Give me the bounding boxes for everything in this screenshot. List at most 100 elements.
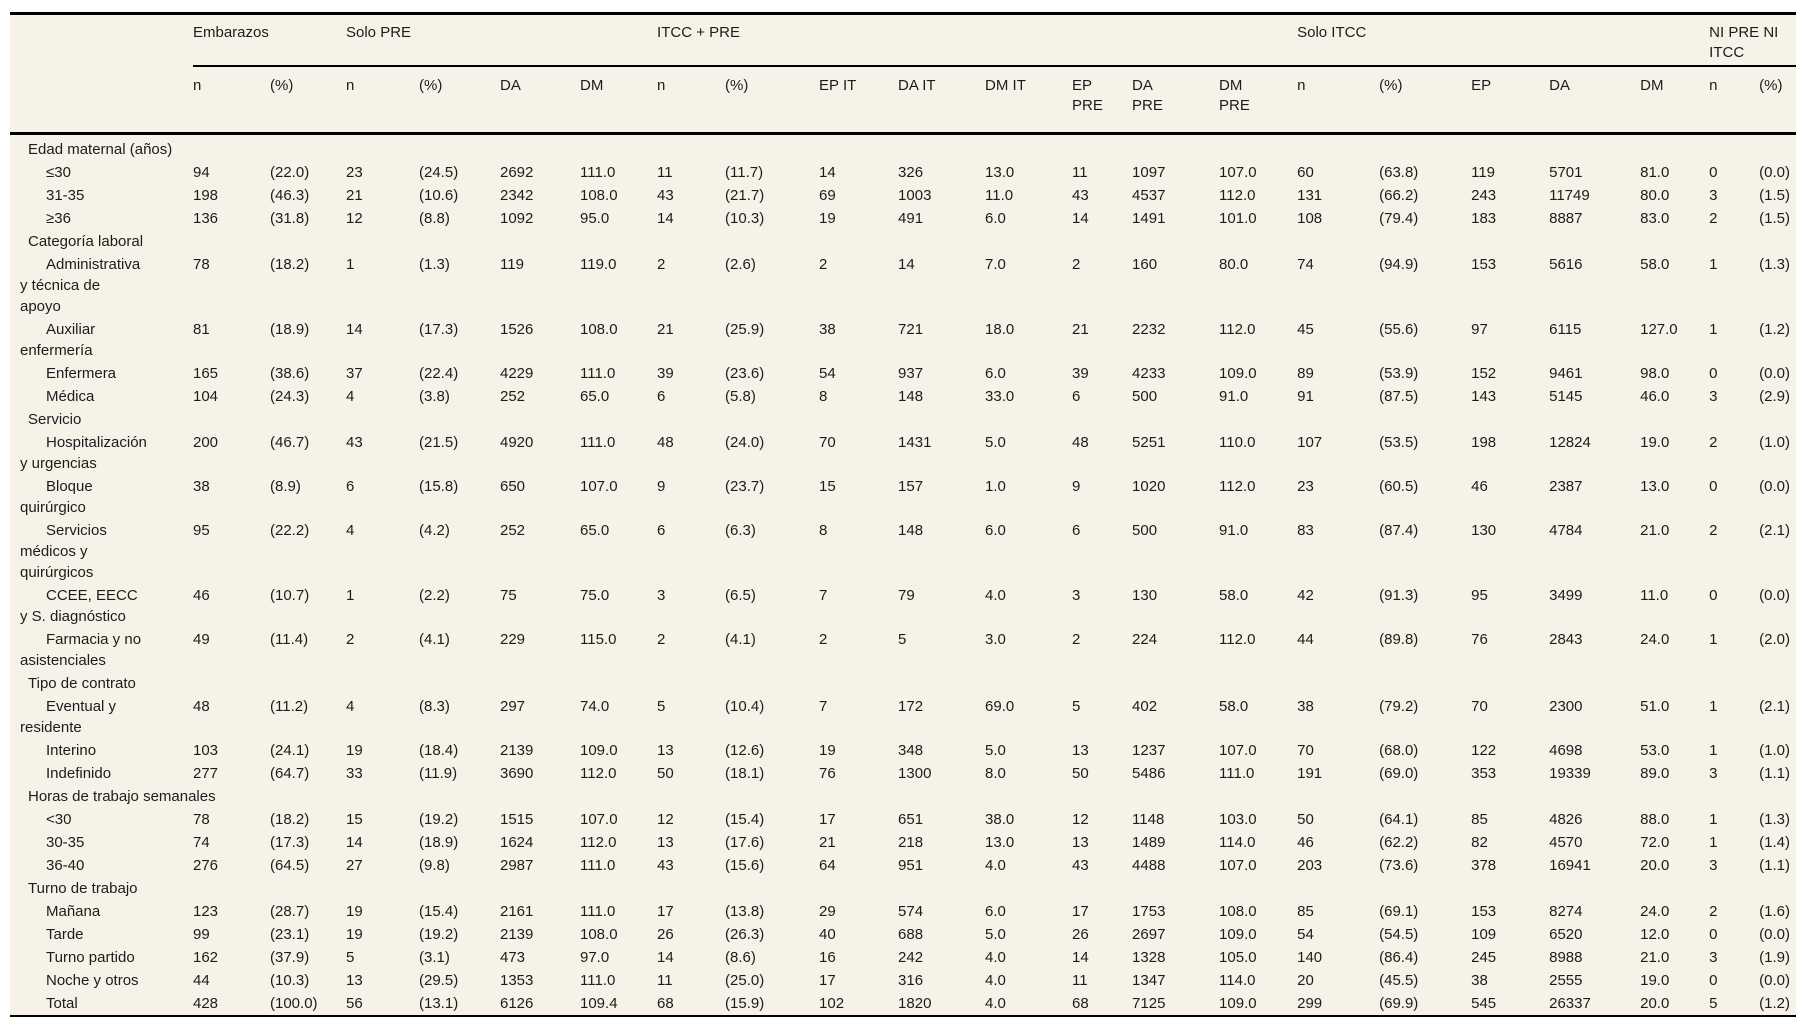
cell: 20.0: [1640, 856, 1670, 874]
group-header-row: Edad maternal (años): [10, 133, 1796, 161]
cell: 11: [657, 971, 673, 989]
cell: 3690: [500, 764, 534, 782]
cell: 162: [193, 948, 219, 966]
cell: 56: [346, 994, 363, 1012]
table-row: Interino 103 (24.1) 19 (18.4) 2139 109.0 13 (12.…: [10, 739, 1796, 762]
cell: 5.0: [985, 925, 1006, 943]
cell: 24.0: [1640, 902, 1670, 920]
cell: (31.8): [270, 209, 310, 227]
cell: 39: [1072, 364, 1089, 382]
cell: 112.0: [1219, 186, 1256, 204]
column-header: DM IT: [985, 65, 1073, 135]
cell: 19: [346, 902, 363, 920]
cell: (2.6): [725, 255, 756, 273]
cell: 70: [1471, 697, 1488, 715]
cell: (18.2): [270, 255, 310, 273]
cell: 102: [819, 994, 845, 1012]
cell: 72.0: [1640, 833, 1670, 851]
cell: 200: [193, 433, 219, 451]
cell: (1.2): [1759, 320, 1790, 338]
cell: 43: [346, 433, 363, 451]
table-row: <30 78 (18.2) 15 (19.2) 1515 107.0 12 (15.4) 17 65…: [10, 808, 1796, 831]
cell: 43: [1072, 186, 1089, 204]
cell: (63.8): [1379, 163, 1419, 181]
column-header: n: [193, 65, 270, 135]
cell: 11.0: [985, 186, 1014, 204]
cell: 1515: [500, 810, 534, 828]
cell: 2161: [500, 902, 534, 920]
cell: 1: [1709, 320, 1718, 338]
column-header: EP: [1471, 65, 1550, 135]
cell: 165: [193, 364, 219, 382]
cell: (15.4): [725, 810, 765, 828]
cell: 130: [1132, 586, 1158, 604]
cell: 277: [193, 764, 219, 782]
cell: 46: [1471, 477, 1488, 495]
cell: 14: [819, 163, 836, 181]
table-row: ≥36 136 (31.8) 12 (8.8) 1092 95.0 14 (10.3) 19 491…: [10, 207, 1796, 230]
cell: 229: [500, 630, 526, 648]
cell: 85: [1297, 902, 1314, 920]
table-row: 36-40 276 (64.5) 27 (9.8) 2987 111.0 43 (15.6) 64…: [10, 854, 1796, 877]
cell: (94.9): [1379, 255, 1419, 273]
cell: 7: [819, 697, 828, 715]
cell: 8.0: [985, 764, 1006, 782]
cell: (0.0): [1759, 925, 1790, 943]
cell: 5251: [1132, 433, 1166, 451]
cell: (91.3): [1379, 586, 1419, 604]
cell: (19.2): [419, 810, 459, 828]
row-label: ≥36: [46, 209, 71, 227]
cell: 109.4: [580, 994, 618, 1012]
cell: 8274: [1549, 902, 1583, 920]
cell: 114.0: [1219, 833, 1256, 851]
cell: (1.3): [1759, 255, 1790, 273]
cell: 1148: [1132, 810, 1165, 828]
cell: 6.0: [985, 902, 1006, 920]
cell: 21.0: [1640, 521, 1670, 539]
cell: 14: [346, 320, 363, 338]
cell: 107.0: [580, 810, 618, 828]
cell: (55.6): [1379, 320, 1419, 338]
cell: 111.0: [580, 163, 616, 181]
cell: 20.0: [1640, 994, 1670, 1012]
row-label: Eventual y residente: [20, 697, 117, 736]
cell: 198: [1471, 433, 1497, 451]
cell: 103.0: [1219, 810, 1257, 828]
cell: 191: [1297, 764, 1323, 782]
cell: 7: [819, 586, 828, 604]
cell: 2: [1072, 255, 1081, 273]
cell: (9.8): [419, 856, 450, 874]
column-header: n: [1297, 65, 1380, 135]
cell: 82: [1471, 833, 1488, 851]
cell: 353: [1471, 764, 1497, 782]
cell: (24.3): [270, 387, 310, 405]
cell: 17: [819, 810, 836, 828]
cell: 70: [1297, 741, 1314, 759]
data-table: Embarazos Solo PRE ITCC + PRE Solo ITCC NI P…: [10, 12, 1796, 1017]
row-label: CCEE, EECC y S. diagnóstico: [20, 586, 138, 625]
cell: 3.0: [985, 630, 1006, 648]
cell: 89: [1297, 364, 1314, 382]
cell: 130: [1471, 521, 1497, 539]
cell: (62.2): [1379, 833, 1419, 851]
cell: 2: [346, 630, 355, 648]
cell: 4826: [1549, 810, 1583, 828]
cell: (4.1): [419, 630, 450, 648]
cell: 2555: [1549, 971, 1583, 989]
column-header: n: [1709, 65, 1760, 135]
cell: 2697: [1132, 925, 1166, 943]
cell: 152: [1471, 364, 1497, 382]
group-spanner-header: ITCC + PRE: [657, 13, 1298, 67]
cell: (5.8): [725, 387, 756, 405]
cell: 44: [1297, 630, 1314, 648]
cell: 38.0: [985, 810, 1015, 828]
cell: 119: [1471, 163, 1496, 181]
cell: 242: [898, 948, 924, 966]
cell: 2692: [500, 163, 534, 181]
cell: 2139: [500, 741, 534, 759]
cell: 107: [1297, 433, 1323, 451]
cell: 111.0: [580, 364, 616, 382]
cell: 4920: [500, 433, 534, 451]
row-label: <30: [46, 810, 72, 828]
